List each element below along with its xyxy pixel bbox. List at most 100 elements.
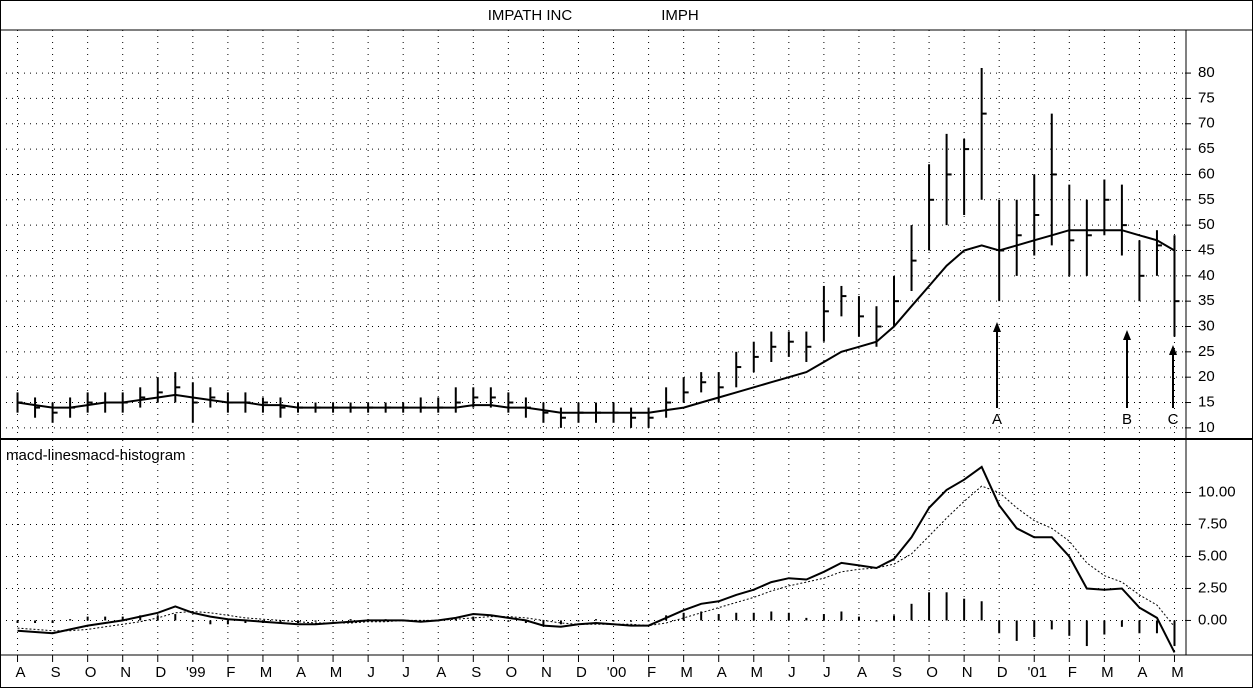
histogram-bar	[717, 614, 720, 621]
y-tick-label: 2.50	[1198, 579, 1227, 596]
histogram-bar	[963, 598, 966, 621]
histogram-bar	[1155, 620, 1158, 634]
histogram-bar	[945, 592, 948, 621]
chart-title: IMPATH INC	[488, 7, 573, 24]
annotation: B	[1122, 411, 1132, 428]
x-tick-label: O	[506, 664, 518, 681]
histogram-bar	[559, 620, 562, 625]
x-tick-label: D	[155, 664, 166, 681]
histogram-bar	[928, 592, 931, 621]
x-tick-label: A	[436, 664, 446, 681]
x-tick-label: M	[330, 664, 343, 681]
histogram-bar	[542, 620, 545, 626]
histogram-bar	[244, 620, 247, 624]
y-tick-label: 20	[1198, 368, 1215, 385]
x-tick-label: A	[296, 664, 306, 681]
histogram-bar	[1138, 620, 1141, 634]
annotation-arrowhead	[993, 322, 1001, 332]
histogram-bar	[314, 620, 317, 622]
x-tick-label: '00	[607, 664, 627, 681]
annotation: C	[1168, 411, 1179, 428]
x-tick-label: F	[1068, 664, 1077, 681]
x-tick-label: M	[1171, 664, 1184, 681]
histogram-bar	[630, 620, 633, 622]
annotation: A	[992, 411, 1002, 428]
y-tick-label: 70	[1198, 115, 1215, 132]
x-tick-label: J	[402, 664, 410, 681]
x-tick-label: J	[788, 664, 796, 681]
histogram-bar	[524, 620, 527, 624]
signal-line	[17, 485, 1175, 632]
histogram-bar	[121, 616, 124, 621]
y-tick-label: 45	[1198, 241, 1215, 258]
x-tick-label: M	[260, 664, 273, 681]
histogram-bar	[191, 620, 194, 622]
x-tick-label: D	[576, 664, 587, 681]
x-tick-label: F	[226, 664, 235, 681]
histogram-bar	[69, 619, 72, 621]
x-tick-label: O	[85, 664, 97, 681]
histogram-bar	[752, 612, 755, 621]
annotation-arrowhead	[1123, 330, 1131, 340]
histogram-bar	[840, 611, 843, 621]
histogram-bar	[1033, 620, 1036, 638]
x-tick-label: N	[962, 664, 973, 681]
x-tick-label: A	[717, 664, 727, 681]
macd-line	[17, 465, 1176, 653]
x-tick-label: '99	[186, 664, 206, 681]
histogram-bar	[770, 611, 773, 621]
histogram-bar	[174, 614, 177, 621]
symbol: IMPH	[661, 7, 699, 24]
y-tick-label: 5.00	[1198, 547, 1227, 564]
y-tick-label: 25	[1198, 343, 1215, 360]
x-tick-label: N	[541, 664, 552, 681]
histogram-bar	[805, 617, 808, 621]
histogram-bar	[297, 620, 300, 624]
x-tick-label: N	[120, 664, 131, 681]
y-tick-label: 30	[1198, 317, 1215, 334]
y-tick-label: 0.00	[1198, 611, 1227, 628]
y-tick-label: 75	[1198, 89, 1215, 106]
histogram-bar	[279, 620, 282, 624]
x-tick-label: F	[647, 664, 656, 681]
histogram-bar	[1103, 620, 1106, 635]
histogram-bar	[104, 616, 107, 621]
moving-average	[17, 229, 1176, 414]
histogram-bar	[139, 615, 142, 621]
histogram-bar	[209, 620, 212, 625]
histogram-bar	[595, 619, 598, 621]
histogram-bar	[612, 620, 615, 622]
x-tick-label: S	[471, 664, 481, 681]
histogram-bar	[507, 620, 510, 622]
y-tick-label: 40	[1198, 267, 1215, 284]
histogram-bar	[1015, 620, 1018, 641]
x-tick-label: M	[680, 664, 693, 681]
histogram-bar	[1120, 620, 1123, 627]
y-tick-label: 50	[1198, 216, 1215, 233]
histogram-bar	[226, 620, 229, 625]
histogram-bar	[875, 620, 878, 622]
x-tick-label: D	[997, 664, 1008, 681]
annotation-arrowhead	[1169, 345, 1177, 355]
histogram-bar	[735, 612, 738, 621]
histogram-bar	[1173, 620, 1176, 647]
histogram-bar	[647, 620, 650, 622]
x-tick-label: S	[51, 664, 61, 681]
y-tick-label: 15	[1198, 393, 1215, 410]
y-tick-label: 65	[1198, 140, 1215, 157]
y-tick-label: 7.50	[1198, 515, 1227, 532]
x-tick-label: O	[926, 664, 938, 681]
x-tick-label: A	[1137, 664, 1147, 681]
x-tick-label: M	[751, 664, 764, 681]
y-tick-label: 35	[1198, 292, 1215, 309]
histogram-bar	[86, 616, 89, 621]
histogram-bar	[822, 614, 825, 621]
x-tick-label: A	[16, 664, 26, 681]
y-tick-label: 55	[1198, 191, 1215, 208]
y-tick-label: 10.00	[1198, 483, 1236, 500]
x-tick-label: '01	[1027, 664, 1047, 681]
x-tick-label: S	[892, 664, 902, 681]
histogram-bar	[682, 612, 685, 621]
histogram-bar	[489, 619, 492, 621]
